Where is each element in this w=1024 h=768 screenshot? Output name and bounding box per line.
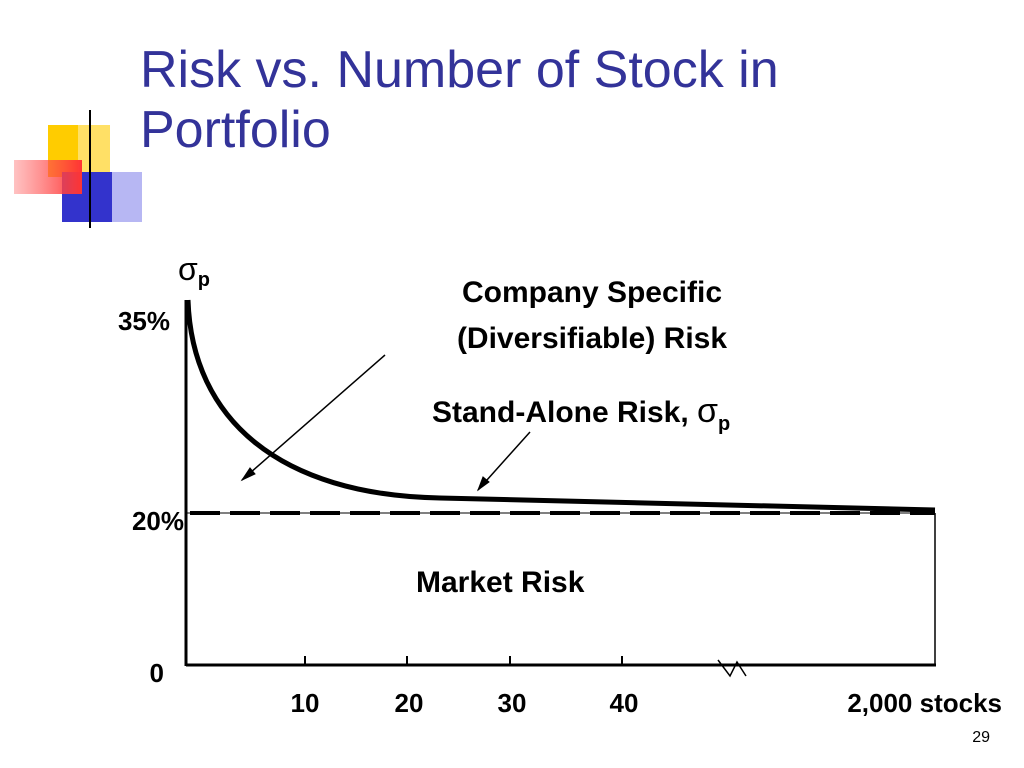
y-label: 20% <box>132 506 184 536</box>
sigma: σ <box>697 392 718 430</box>
y-label: 0 <box>150 658 164 688</box>
y-axis-label: σp <box>178 251 210 291</box>
subscript: p <box>718 413 730 435</box>
x-label: 2,000 stocks <box>847 688 1002 718</box>
x-label: 10 <box>291 688 320 718</box>
y-label: 35% <box>118 306 170 336</box>
annotation: Market Risk <box>416 566 585 599</box>
x-label: 40 <box>610 688 639 718</box>
diagram <box>184 299 936 678</box>
subscript: p <box>198 269 210 291</box>
decoration <box>14 110 1000 228</box>
x-label: 20 <box>395 688 424 718</box>
annotation: (Diversifiable) Risk <box>457 322 727 355</box>
page-number: 29 <box>972 729 990 746</box>
sigma: σ <box>178 251 198 287</box>
annotation: Company Specific <box>462 276 722 309</box>
x-label: 30 <box>498 688 527 718</box>
slide-title: Risk vs. Number of Stock in Portfolio <box>140 41 779 159</box>
annotation-text: Stand-Alone Risk, <box>432 396 697 429</box>
annotation: Stand-Alone Risk, σp <box>432 392 730 435</box>
